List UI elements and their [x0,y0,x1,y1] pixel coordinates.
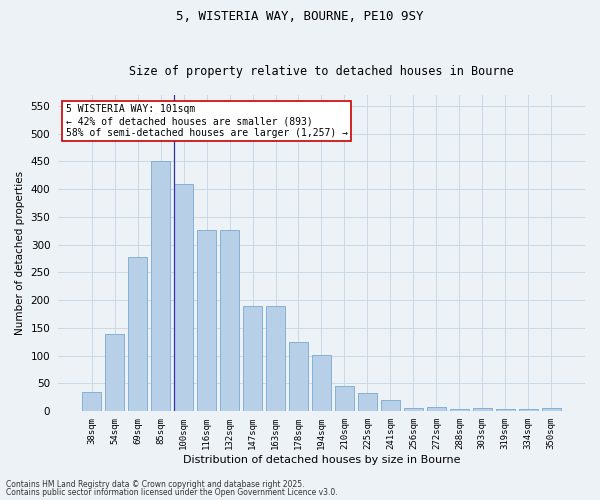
Text: 5 WISTERIA WAY: 101sqm
← 42% of detached houses are smaller (893)
58% of semi-de: 5 WISTERIA WAY: 101sqm ← 42% of detached… [66,104,348,138]
Bar [197,230,217,411]
Y-axis label: Number of detached properties: Number of detached properties [15,171,25,335]
Text: 5, WISTERIA WAY, BOURNE, PE10 9SY: 5, WISTERIA WAY, BOURNE, PE10 9SY [176,10,424,23]
Bar [518,408,538,411]
Bar [358,392,377,411]
Bar [542,408,561,411]
X-axis label: Distribution of detached houses by size in Bourne: Distribution of detached houses by size … [183,455,460,465]
Bar [174,184,193,411]
Bar [105,334,124,411]
Bar [82,392,101,411]
Text: Contains public sector information licensed under the Open Government Licence v3: Contains public sector information licen… [6,488,338,497]
Bar [151,162,170,411]
Bar [496,408,515,411]
Bar [473,408,492,411]
Bar [243,306,262,411]
Bar [289,342,308,411]
Text: Contains HM Land Registry data © Crown copyright and database right 2025.: Contains HM Land Registry data © Crown c… [6,480,305,489]
Bar [220,230,239,411]
Bar [404,408,423,411]
Title: Size of property relative to detached houses in Bourne: Size of property relative to detached ho… [129,66,514,78]
Bar [266,306,285,411]
Bar [128,257,148,411]
Bar [427,406,446,411]
Bar [449,408,469,411]
Bar [335,386,354,411]
Bar [312,355,331,411]
Bar [380,400,400,411]
